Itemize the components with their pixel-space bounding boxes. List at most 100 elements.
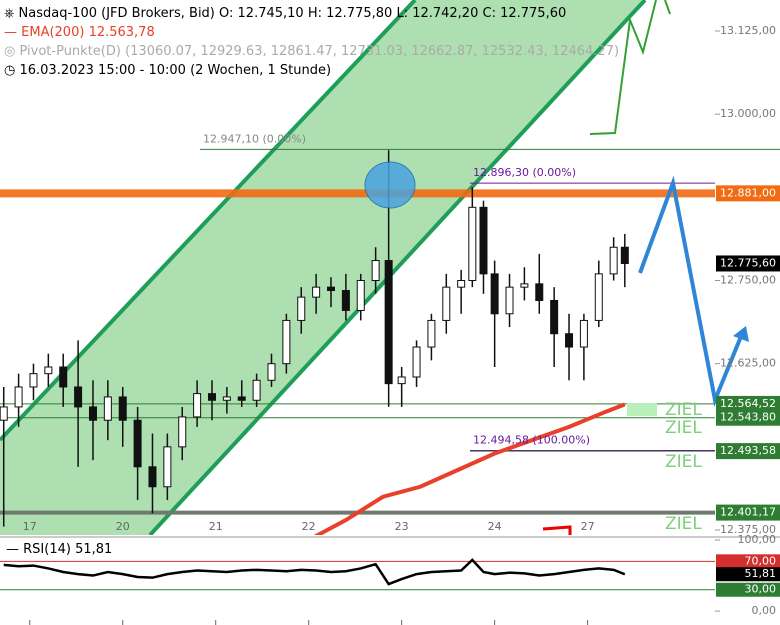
channel xyxy=(0,0,645,535)
candle-body xyxy=(297,296,306,321)
candle-body xyxy=(550,299,559,335)
rsi-level-label: 51,81 xyxy=(745,567,777,580)
projection xyxy=(664,0,671,15)
candle-body xyxy=(327,286,336,291)
candle-body xyxy=(457,280,466,288)
level-box xyxy=(716,185,780,202)
candle-body xyxy=(479,206,488,275)
target-label: ZIEL xyxy=(665,400,702,420)
target-label: ZIEL xyxy=(665,514,702,534)
candle-body xyxy=(594,273,603,321)
target-label: ZIEL xyxy=(665,452,702,472)
title: Nasdaq-100 (JFD Brokers, Bid) xyxy=(18,6,215,21)
rsi-level-box xyxy=(716,567,780,582)
y-tick-label: 12.625,00 xyxy=(720,357,776,370)
level-label: 12.401,17 xyxy=(720,506,776,519)
candle-body xyxy=(14,386,23,408)
fib-label: 12.494,58 (100.00%) xyxy=(473,433,590,446)
candle-body xyxy=(609,246,618,275)
rsi-level-box xyxy=(716,554,780,569)
target-box xyxy=(627,403,657,416)
x-tick-label: 20 xyxy=(116,520,130,533)
fib-label: 12.896,30 (0.00%) xyxy=(473,166,576,179)
legend-row: — EMA(200) 12.563,78 xyxy=(4,25,155,40)
rsi-level-box xyxy=(716,582,780,597)
level-box xyxy=(716,504,780,521)
candle-body xyxy=(427,319,436,348)
fib-label: 12.947,10 (0.00%) xyxy=(203,132,306,145)
candle-body xyxy=(59,366,68,388)
candle-body xyxy=(505,286,514,315)
candle-body xyxy=(193,393,202,418)
highlight-circle xyxy=(364,161,416,209)
level-box xyxy=(716,395,780,412)
level-label: 12.564,52 xyxy=(720,397,776,410)
projection xyxy=(589,0,657,135)
x-tick-label: 21 xyxy=(209,520,223,533)
legend-row: ◷ 16.03.2023 15:00 - 10:00 (2 Wochen, 1 … xyxy=(4,63,332,78)
candle-body xyxy=(178,416,187,448)
rsi-name: RSI(14) xyxy=(23,542,71,557)
candle-body xyxy=(341,289,350,311)
x-tick-label: 22 xyxy=(302,520,316,533)
candle-body xyxy=(384,260,393,385)
legend-row: ⎈ Nasdaq-100 (JFD Brokers, Bid) O: 12.74… xyxy=(4,6,567,21)
candle-body xyxy=(490,273,499,315)
ema-value: 12.563,78 xyxy=(88,25,155,40)
y-tick-label: 12.375,00 xyxy=(720,523,776,536)
candle-body xyxy=(222,396,231,401)
candle-body xyxy=(267,363,276,381)
candle-body xyxy=(29,373,38,388)
candle-body xyxy=(312,286,321,298)
legend-row: ◎ Pivot-Punkte(D) (13060.07, 12929.63, 1… xyxy=(4,44,620,59)
candle-body xyxy=(442,286,451,321)
candle-body xyxy=(371,260,380,282)
drawings xyxy=(0,0,647,535)
rsi-legend: — RSI(14) 51,81 xyxy=(6,542,113,557)
x-tick-label: 27 xyxy=(581,520,595,533)
candle-body xyxy=(356,280,365,311)
candle-body xyxy=(103,396,112,421)
level-box xyxy=(716,443,780,460)
legend: ⎈ Nasdaq-100 (JFD Brokers, Bid) O: 12.74… xyxy=(4,4,619,80)
level-label: 12.493,58 xyxy=(720,444,776,457)
arrow xyxy=(638,175,744,407)
target-label: ZIEL xyxy=(665,418,702,438)
y-tick-label: 13.125,00 xyxy=(720,24,776,37)
candle-body xyxy=(74,386,83,408)
arrowhead xyxy=(733,326,749,342)
x-tick-label: 23 xyxy=(395,520,409,533)
range: 16.03.2023 15:00 - 10:00 (2 Wochen, 1 St… xyxy=(19,63,332,78)
rsi-level-label: 70,00 xyxy=(745,554,777,567)
ohlc: O: 12.745,10 xyxy=(219,6,304,21)
candle-body xyxy=(535,283,544,301)
level-label: 12.775,60 xyxy=(720,256,776,269)
level-label: 12.881,00 xyxy=(720,186,776,199)
candle-body xyxy=(163,446,172,488)
candle-body xyxy=(520,283,529,288)
candle-body xyxy=(44,366,53,375)
candle-body xyxy=(0,406,8,421)
candle-body xyxy=(252,379,261,401)
rsi-tick-label: 100,00 xyxy=(738,533,777,546)
candle-body xyxy=(118,396,127,421)
candle-body xyxy=(620,246,629,264)
level-box xyxy=(716,255,780,272)
rsi-level-label: 30,00 xyxy=(745,583,777,596)
rsi-tick-label: 0,00 xyxy=(752,604,777,617)
level-label: 12.543,80 xyxy=(720,411,776,424)
candle-body xyxy=(237,396,246,401)
x-tick-label: 24 xyxy=(488,520,502,533)
candle-body xyxy=(565,333,574,348)
candle-body xyxy=(282,319,291,365)
y-tick-label: 12.750,00 xyxy=(720,274,776,287)
rsi-value: 51,81 xyxy=(75,542,113,557)
channel-edge xyxy=(0,0,417,442)
rsi-line xyxy=(3,558,626,586)
candle-body xyxy=(579,319,588,348)
candle-body xyxy=(133,419,142,468)
level-box xyxy=(716,409,780,426)
channel-edge xyxy=(148,0,647,535)
